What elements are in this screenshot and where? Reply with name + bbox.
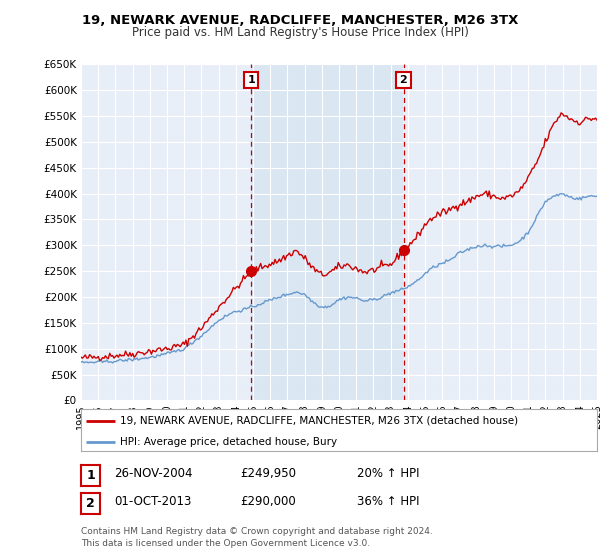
Text: 19, NEWARK AVENUE, RADCLIFFE, MANCHESTER, M26 3TX (detached house): 19, NEWARK AVENUE, RADCLIFFE, MANCHESTER…: [119, 416, 518, 426]
Text: Price paid vs. HM Land Registry's House Price Index (HPI): Price paid vs. HM Land Registry's House …: [131, 26, 469, 39]
Text: Contains HM Land Registry data © Crown copyright and database right 2024.
This d: Contains HM Land Registry data © Crown c…: [81, 527, 433, 548]
Text: 2: 2: [400, 75, 407, 85]
Text: 01-OCT-2013: 01-OCT-2013: [114, 494, 191, 508]
Text: £249,950: £249,950: [240, 466, 296, 480]
Text: HPI: Average price, detached house, Bury: HPI: Average price, detached house, Bury: [119, 437, 337, 446]
Text: 20% ↑ HPI: 20% ↑ HPI: [357, 466, 419, 480]
Bar: [251, 64, 403, 400]
Text: 2: 2: [86, 497, 95, 510]
Text: £290,000: £290,000: [240, 494, 296, 508]
Text: 36% ↑ HPI: 36% ↑ HPI: [357, 494, 419, 508]
Text: 26-NOV-2004: 26-NOV-2004: [114, 466, 193, 480]
Text: 1: 1: [86, 469, 95, 482]
Text: 1: 1: [247, 75, 255, 85]
Text: 19, NEWARK AVENUE, RADCLIFFE, MANCHESTER, M26 3TX: 19, NEWARK AVENUE, RADCLIFFE, MANCHESTER…: [82, 14, 518, 27]
